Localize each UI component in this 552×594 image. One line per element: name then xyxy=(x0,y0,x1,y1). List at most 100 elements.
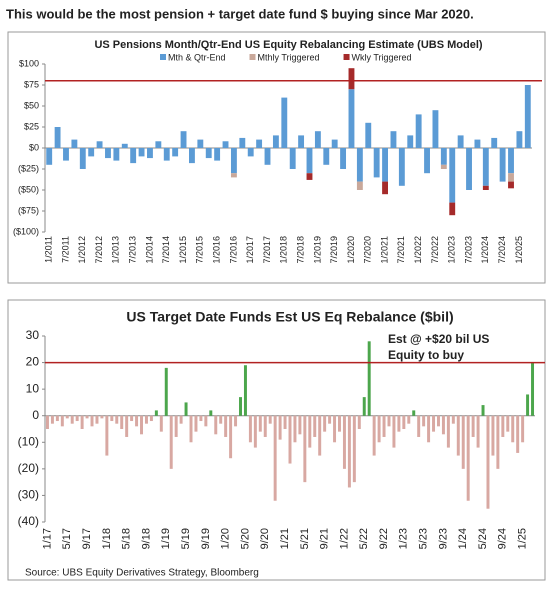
bar xyxy=(147,148,153,159)
bar xyxy=(120,415,124,429)
x-tick-label: 1/2024 xyxy=(480,236,490,264)
bar xyxy=(130,148,137,164)
bar xyxy=(222,141,229,148)
bar xyxy=(174,415,178,437)
bar xyxy=(55,415,59,422)
bar xyxy=(214,148,221,161)
x-tick-label: 1/23 xyxy=(398,528,410,549)
bar xyxy=(508,148,514,174)
bar xyxy=(427,415,431,443)
bar xyxy=(75,415,79,422)
y-tick-label: $50 xyxy=(24,100,39,110)
bar xyxy=(348,68,355,90)
bar xyxy=(456,415,460,456)
bar xyxy=(263,415,267,437)
bar xyxy=(474,139,481,148)
bar xyxy=(96,141,103,148)
bar xyxy=(46,148,53,165)
x-tick-label: 1/2020 xyxy=(346,236,356,264)
y-tick-label: 30 xyxy=(26,328,40,342)
x-tick-label: 5/21 xyxy=(299,528,311,549)
x-tick-label: 1/2015 xyxy=(178,236,188,264)
x-tick-label: 1/2017 xyxy=(245,236,255,264)
bar xyxy=(471,415,475,437)
x-tick-label: 1/21 xyxy=(279,528,291,549)
x-tick-label: 7/2021 xyxy=(396,236,406,264)
bar xyxy=(169,415,173,469)
x-tick-label: 7/2023 xyxy=(463,236,473,264)
bar xyxy=(486,415,490,509)
bar xyxy=(356,148,363,182)
bar xyxy=(461,415,465,469)
x-tick-label: 1/19 xyxy=(160,528,172,549)
x-tick-label: 7/2024 xyxy=(497,236,507,264)
bar xyxy=(397,415,401,432)
x-tick-label: 7/2019 xyxy=(329,236,339,264)
legend-swatch xyxy=(343,54,350,60)
bar xyxy=(521,415,525,443)
bar xyxy=(377,415,381,443)
bar xyxy=(508,181,514,189)
bar xyxy=(204,415,208,427)
bar xyxy=(155,141,162,148)
bar xyxy=(229,415,233,459)
y-tick-label: 20 xyxy=(26,355,40,369)
legend-label: Wkly Triggered xyxy=(352,52,412,62)
y-tick-label: (10) xyxy=(18,434,39,448)
bar xyxy=(303,415,307,483)
x-tick-label: 9/21 xyxy=(319,528,331,549)
bar xyxy=(105,415,109,456)
bar xyxy=(293,415,297,443)
bar xyxy=(65,415,69,419)
bar xyxy=(135,415,139,427)
x-tick-label: 1/2025 xyxy=(514,236,524,264)
bar xyxy=(348,89,355,148)
bar xyxy=(247,148,254,157)
bar xyxy=(331,139,338,148)
bar xyxy=(524,85,531,148)
bar xyxy=(432,110,439,148)
bar xyxy=(194,415,198,432)
bar xyxy=(382,415,386,437)
bar xyxy=(179,415,183,424)
bar xyxy=(333,415,337,443)
bar xyxy=(234,415,238,427)
bar xyxy=(256,139,263,148)
bar xyxy=(79,148,86,169)
bar xyxy=(382,181,388,195)
bar xyxy=(357,415,361,429)
bar xyxy=(382,148,388,182)
bar xyxy=(407,135,414,148)
bar xyxy=(440,164,447,169)
x-tick-label: 1/2013 xyxy=(111,236,121,264)
x-tick-label: 1/2021 xyxy=(379,236,389,264)
chart-title: US Pensions Month/Qtr-End US Equity Reba… xyxy=(94,39,482,51)
annotation: Equity to buy xyxy=(388,348,464,362)
bar xyxy=(258,415,262,432)
x-tick-label: 7/2011 xyxy=(60,236,70,263)
bar xyxy=(449,202,456,216)
x-tick-label: 1/24 xyxy=(457,528,469,549)
bar xyxy=(113,148,120,161)
bar xyxy=(328,415,332,424)
bar xyxy=(224,415,228,437)
bar xyxy=(159,415,163,432)
bar xyxy=(163,148,170,161)
bar xyxy=(476,415,480,448)
bar xyxy=(95,415,99,424)
bar xyxy=(372,415,376,456)
bar xyxy=(298,415,302,435)
bar xyxy=(71,139,78,148)
bar xyxy=(154,410,158,416)
y-tick-label: 10 xyxy=(26,381,40,395)
x-tick-label: 5/23 xyxy=(418,528,430,549)
bar xyxy=(90,415,94,427)
bar xyxy=(110,415,114,422)
bar xyxy=(189,415,193,443)
bar xyxy=(441,415,445,435)
bar xyxy=(432,415,436,432)
annotation: Est @ +$20 bil US xyxy=(388,332,489,346)
x-tick-label: 5/20 xyxy=(239,528,251,549)
x-tick-label: 1/2016 xyxy=(212,236,222,264)
